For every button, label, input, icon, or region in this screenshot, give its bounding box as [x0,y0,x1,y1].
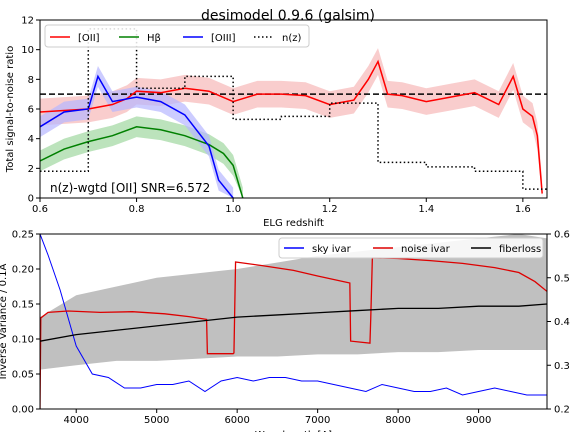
plot-area [40,234,547,409]
y-tick-label: 12 [21,16,34,27]
x-axis-label: ELG redshift [263,218,324,229]
legend-label: n(z) [282,33,301,44]
plot-area [40,29,547,198]
legend-label: Hβ [147,33,161,44]
y-tick-label: 0.15 [12,300,34,311]
y-tick-label: 8 [28,75,34,86]
legend-label: noise ivar [401,244,451,255]
x-tick-label: 0.8 [129,204,145,215]
y-tick-label: 0.00 [12,405,34,416]
y-tick-label: 2 [28,164,34,175]
y-tick-label: 4 [28,134,34,145]
x-tick-label: 4000 [63,415,88,426]
annotation: n(z)-wgtd [OII] SNR=6.572 [50,181,210,195]
legend-label: sky ivar [312,244,352,255]
y-axis-label: Inverse Variance / 0.1A [0,264,9,380]
y-tick-label: 0.10 [12,335,34,346]
figure-title: desimodel 0.9.6 (galsim) [201,8,375,24]
x-tick-label: 1.6 [515,204,531,215]
y-tick-label: 0 [28,194,34,205]
legend-label: [OII] [78,33,100,44]
legend-label: fiberloss [499,244,541,255]
x-tick-label: 1.0 [225,204,241,215]
x-tick-label: 5000 [144,415,169,426]
y2-tick-label: 0.6 [554,230,570,241]
x-tick-label: 1.4 [418,204,434,215]
legend: sky ivar noise ivar fiberloss [279,238,543,258]
y-tick-label: 0.20 [12,265,34,276]
legend-label: [OIII] [211,33,236,44]
legend: [OII] Hβ [OIII] n(z) [45,25,309,47]
ivar-panel: 4000 5000 6000 7000 8000 9000 0.00 0.05 0.10 0.15… [0,230,576,433]
x-tick-label: 7000 [305,415,330,426]
y-tick-label: 6 [28,105,34,116]
y-tick-label: 0.05 [12,370,34,381]
x-tick-label: 9000 [466,415,491,426]
y2-tick-label: 0.3 [554,361,570,372]
x-tick-label: 8000 [385,415,410,426]
x-tick-label: 1.2 [322,204,338,215]
y2-tick-label: 0.2 [554,405,570,416]
snr-panel: 0.6 0.8 1.0 1.2 1.4 1.6 0 2 4 6 8 10 12 ELG redshift T… [5,16,547,230]
y2-tick-label: 0.4 [554,317,570,328]
y-tick-label: 10 [21,45,34,56]
y2-tick-label: 0.5 [554,273,570,284]
y-tick-label: 0.25 [12,230,34,241]
y-axis-label: Total signal-to-noise ratio [5,46,16,173]
series-band [40,48,542,198]
x-tick-label: 0.6 [32,204,48,215]
x-tick-label: 6000 [224,415,249,426]
